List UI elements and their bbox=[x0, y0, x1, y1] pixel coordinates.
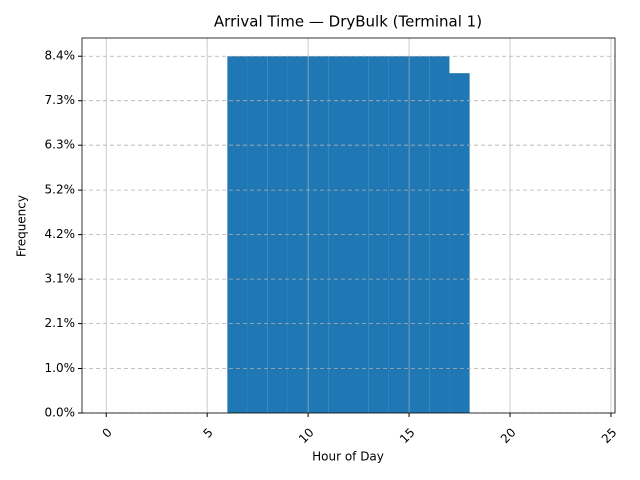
plot-frame bbox=[81, 37, 616, 414]
bar bbox=[267, 56, 288, 414]
bar bbox=[308, 56, 329, 414]
y-tick-label: 4.2% bbox=[45, 227, 76, 241]
x-tick-label: 20 bbox=[498, 425, 519, 446]
y-axis-label: Frequency bbox=[15, 195, 29, 257]
bar bbox=[287, 56, 309, 414]
y-tick-label: 6.3% bbox=[45, 138, 76, 152]
y-tick-label: 8.4% bbox=[45, 49, 76, 63]
y-tick-label: 5.2% bbox=[45, 183, 76, 197]
bar bbox=[328, 56, 349, 414]
bar bbox=[449, 73, 470, 413]
x-tick-label: 0 bbox=[100, 425, 115, 440]
x-tick-label: 15 bbox=[397, 425, 418, 446]
y-tick-label: 2.1% bbox=[45, 316, 76, 330]
y-tick-label: 7.3% bbox=[45, 93, 76, 107]
chart-title: Arrival Time — DryBulk (Terminal 1) bbox=[214, 13, 482, 31]
x-tick-label: 10 bbox=[296, 425, 317, 446]
y-tick-label: 1.0% bbox=[45, 361, 76, 375]
y-tick-label: 3.1% bbox=[45, 272, 76, 286]
x-tick-label: 25 bbox=[599, 425, 620, 446]
x-axis-label: Hour of Day bbox=[312, 450, 384, 464]
y-tick-label: 0.0% bbox=[45, 406, 76, 420]
x-tick-label: 5 bbox=[200, 425, 215, 440]
